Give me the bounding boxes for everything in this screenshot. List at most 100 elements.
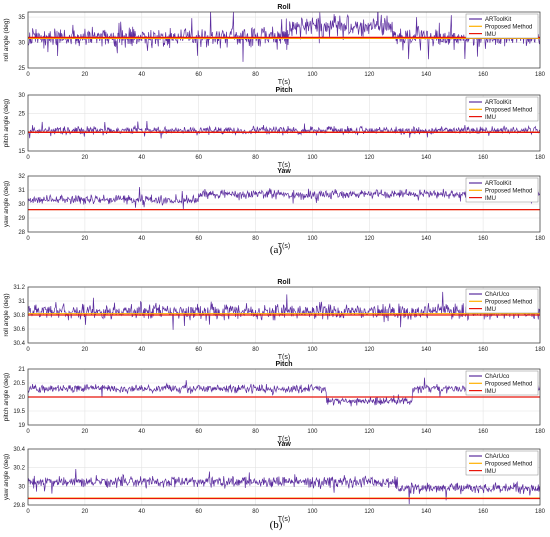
legend-label-imu: IMU [485, 469, 496, 475]
legend-label-imu: IMU [485, 389, 496, 395]
x-tick-label-9: 180 [535, 347, 546, 353]
x-tick-label-4: 80 [252, 72, 259, 78]
legend-label-measured: ChArUco [485, 374, 510, 380]
x-axis-label: T(s) [278, 436, 290, 443]
legend-label-proposed: Proposed Method [485, 25, 532, 31]
x-tick-label-1: 20 [82, 236, 89, 242]
x-tick-label-7: 140 [421, 72, 432, 78]
x-tick-label-5: 100 [307, 429, 318, 435]
x-tick-label-7: 140 [421, 347, 432, 353]
x-tick-label-0: 0 [26, 429, 30, 435]
x-tick-label-0: 0 [26, 347, 30, 353]
legend-label-imu: IMU [485, 196, 496, 202]
legend-label-measured: ARToolKit [485, 181, 512, 187]
x-axis-label: T(s) [278, 162, 290, 169]
y-axis-label: roll angle (deg) [3, 293, 10, 336]
legend-label-proposed: Proposed Method [485, 382, 532, 388]
y-tick-label-1: 19.5 [13, 409, 25, 415]
y-tick-label-0: 29.8 [13, 503, 25, 509]
y-tick-label-2: 25 [18, 112, 25, 118]
x-tick-label-6: 120 [364, 429, 375, 435]
x-axis-label: T(s) [278, 516, 290, 523]
chart-title: Pitch [275, 361, 292, 368]
x-tick-label-8: 160 [478, 236, 489, 242]
chart-panel-0: 0 20 40 60 80 100 120 140 160 180 25 30 35 Roll T(s) ro… [3, 4, 546, 86]
y-tick-label-0: 28 [18, 230, 25, 236]
x-tick-label-5: 100 [307, 509, 318, 515]
x-tick-label-9: 180 [535, 155, 546, 161]
y-tick-label-0: 19 [18, 423, 25, 429]
plot-frame [27, 448, 541, 506]
y-tick-label-1: 30 [18, 484, 25, 490]
y-tick-label-2: 30.8 [13, 313, 25, 319]
x-tick-label-2: 40 [138, 347, 145, 353]
x-axis-label: T(s) [278, 79, 290, 86]
chart-panel-5: 0 20 40 60 80 100 120 140 160 180 29.8 30 30.2 30.4 Ya… [3, 441, 546, 523]
y-tick-label-3: 30 [18, 93, 25, 99]
x-tick-label-6: 120 [364, 236, 375, 242]
chart-panel-4: 0 20 40 60 80 100 120 140 160 180 19 19.5 20 20.5 21 Pi… [3, 361, 546, 443]
chart-title: Yaw [277, 441, 291, 448]
legend-label-imu: IMU [485, 307, 496, 313]
legend-label-proposed: Proposed Method [485, 108, 532, 114]
chart-title: Roll [277, 4, 290, 11]
x-tick-label-6: 120 [364, 347, 375, 353]
x-tick-label-6: 120 [364, 72, 375, 78]
y-tick-label-3: 31 [18, 188, 25, 194]
x-tick-label-3: 60 [195, 509, 202, 515]
x-tick-label-0: 0 [26, 72, 30, 78]
plot-frame [27, 11, 541, 69]
x-axis-label: T(s) [278, 354, 290, 361]
y-tick-label-4: 32 [18, 174, 25, 180]
x-tick-label-3: 60 [195, 236, 202, 242]
y-tick-label-1: 29 [18, 216, 25, 222]
caption-a: (a) [269, 244, 283, 256]
x-tick-label-3: 60 [195, 72, 202, 78]
series-line-measured [28, 468, 540, 505]
x-tick-label-4: 80 [252, 236, 259, 242]
y-axis-label: pitch angle (deg) [3, 373, 10, 421]
x-tick-label-1: 20 [82, 72, 89, 78]
y-tick-label-2: 35 [18, 15, 25, 21]
x-tick-label-2: 40 [138, 236, 145, 242]
y-tick-label-1: 20 [18, 130, 25, 136]
x-tick-label-2: 40 [138, 429, 145, 435]
y-tick-label-3: 31 [18, 299, 25, 305]
x-tick-label-4: 80 [252, 509, 259, 515]
chart-title: Pitch [275, 87, 292, 94]
x-tick-label-5: 100 [307, 155, 318, 161]
x-tick-label-9: 180 [535, 72, 546, 78]
x-tick-label-7: 140 [421, 155, 432, 161]
y-tick-label-0: 15 [18, 149, 25, 155]
x-tick-label-1: 20 [82, 347, 89, 353]
y-axis-label: yaw angle (deg) [3, 454, 10, 500]
x-tick-label-1: 20 [82, 155, 89, 161]
x-tick-label-8: 160 [478, 429, 489, 435]
x-tick-label-7: 140 [421, 236, 432, 242]
x-tick-label-2: 40 [138, 509, 145, 515]
y-axis-label: roll angle (deg) [3, 18, 10, 61]
x-tick-label-3: 60 [195, 347, 202, 353]
x-tick-label-3: 60 [195, 155, 202, 161]
y-tick-label-4: 31.2 [13, 285, 25, 291]
legend-label-imu: IMU [485, 32, 496, 38]
y-tick-label-4: 21 [18, 367, 25, 373]
series-line-measured [28, 291, 540, 330]
legend-label-measured: ARToolKit [485, 100, 512, 106]
x-tick-label-6: 120 [364, 509, 375, 515]
y-tick-label-0: 25 [18, 66, 25, 72]
legend-label-proposed: Proposed Method [485, 189, 532, 195]
legend-label-measured: ChArUco [485, 292, 510, 298]
y-tick-label-1: 30.6 [13, 327, 25, 333]
legend-label-measured: ARToolKit [485, 17, 512, 23]
x-tick-label-4: 80 [252, 155, 259, 161]
x-tick-label-1: 20 [82, 509, 89, 515]
x-axis-label: T(s) [278, 243, 290, 250]
x-tick-label-9: 180 [535, 236, 546, 242]
